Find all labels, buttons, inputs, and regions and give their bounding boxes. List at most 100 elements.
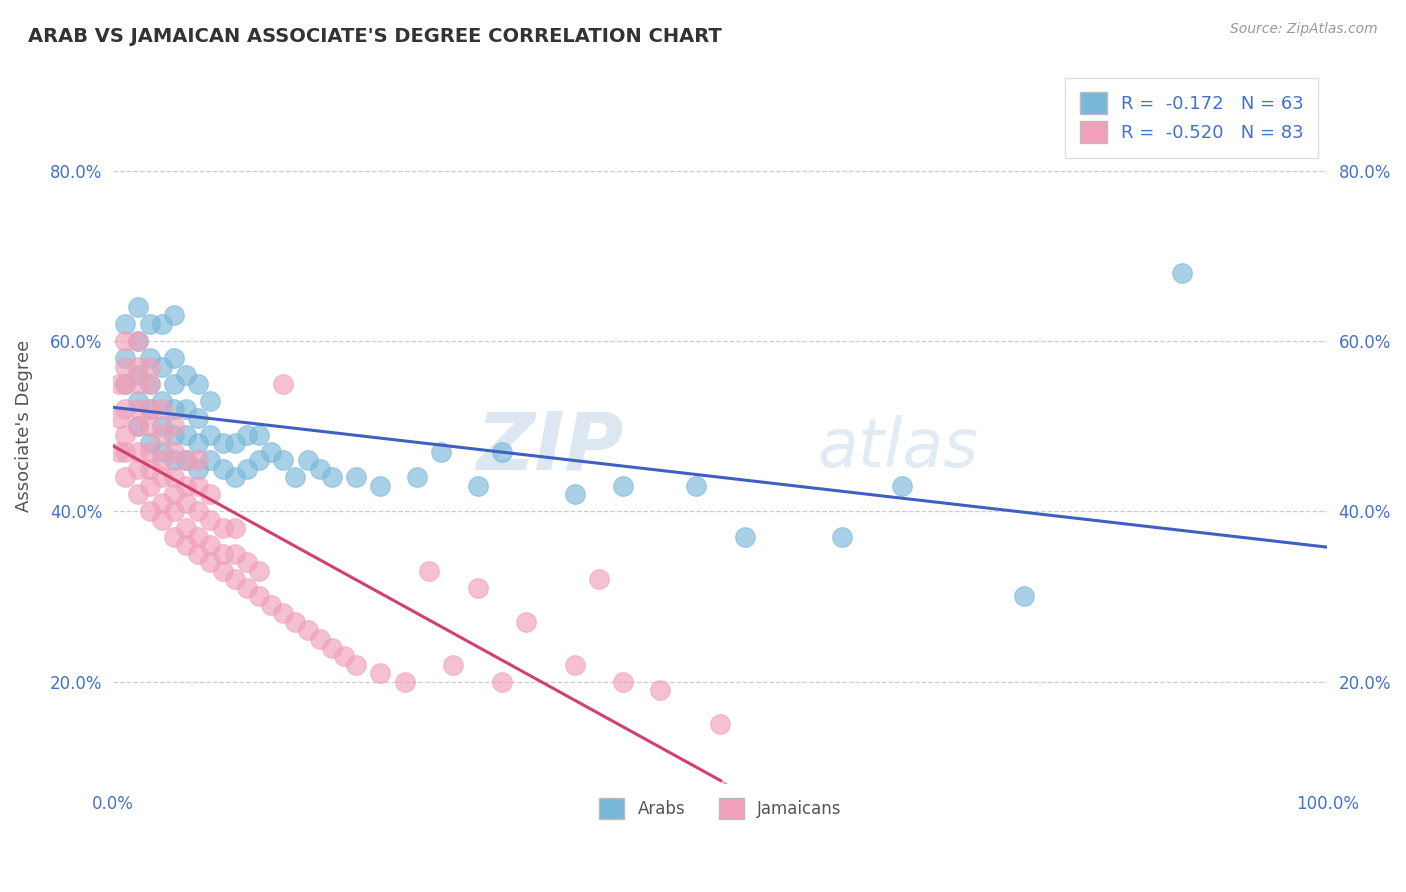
- Point: [224, 521, 246, 535]
- Point: [114, 359, 136, 374]
- Point: [174, 479, 197, 493]
- Point: [163, 376, 186, 391]
- Text: ARAB VS JAMAICAN ASSOCIATE'S DEGREE CORRELATION CHART: ARAB VS JAMAICAN ASSOCIATE'S DEGREE CORR…: [28, 27, 721, 45]
- Point: [163, 470, 186, 484]
- Point: [138, 504, 160, 518]
- Point: [271, 453, 294, 467]
- Point: [114, 402, 136, 417]
- Point: [114, 317, 136, 331]
- Text: Source: ZipAtlas.com: Source: ZipAtlas.com: [1230, 22, 1378, 37]
- Point: [236, 461, 259, 475]
- Point: [685, 479, 707, 493]
- Point: [211, 521, 233, 535]
- Point: [114, 334, 136, 348]
- Point: [114, 470, 136, 484]
- Point: [127, 419, 149, 434]
- Point: [163, 530, 186, 544]
- Point: [127, 359, 149, 374]
- Point: [150, 444, 173, 458]
- Point: [260, 444, 283, 458]
- Point: [588, 573, 610, 587]
- Point: [224, 573, 246, 587]
- Point: [333, 648, 356, 663]
- Point: [224, 436, 246, 450]
- Point: [163, 487, 186, 501]
- Point: [163, 309, 186, 323]
- Legend: Arabs, Jamaicans: Arabs, Jamaicans: [592, 792, 848, 825]
- Point: [247, 427, 270, 442]
- Point: [187, 504, 209, 518]
- Point: [1012, 590, 1035, 604]
- Point: [127, 300, 149, 314]
- Point: [138, 479, 160, 493]
- Point: [236, 581, 259, 595]
- Point: [163, 419, 186, 434]
- Point: [138, 376, 160, 391]
- Point: [491, 444, 513, 458]
- Point: [370, 666, 392, 681]
- Point: [127, 419, 149, 434]
- Point: [127, 487, 149, 501]
- Point: [127, 334, 149, 348]
- Point: [564, 657, 586, 672]
- Point: [200, 555, 222, 569]
- Point: [127, 461, 149, 475]
- Point: [612, 674, 634, 689]
- Point: [163, 504, 186, 518]
- Point: [344, 657, 367, 672]
- Point: [200, 453, 222, 467]
- Point: [271, 607, 294, 621]
- Point: [187, 461, 209, 475]
- Point: [150, 453, 173, 467]
- Point: [211, 461, 233, 475]
- Point: [163, 453, 186, 467]
- Point: [224, 547, 246, 561]
- Point: [321, 470, 343, 484]
- Point: [308, 461, 330, 475]
- Point: [108, 444, 131, 458]
- Point: [150, 496, 173, 510]
- Point: [127, 376, 149, 391]
- Point: [612, 479, 634, 493]
- Point: [150, 419, 173, 434]
- Point: [515, 615, 537, 629]
- Point: [211, 436, 233, 450]
- Point: [648, 683, 671, 698]
- Point: [430, 444, 453, 458]
- Point: [394, 674, 416, 689]
- Point: [1170, 266, 1192, 280]
- Point: [174, 402, 197, 417]
- Point: [114, 376, 136, 391]
- Point: [138, 402, 160, 417]
- Point: [297, 453, 319, 467]
- Point: [174, 538, 197, 552]
- Point: [150, 402, 173, 417]
- Point: [174, 453, 197, 467]
- Point: [344, 470, 367, 484]
- Point: [138, 359, 160, 374]
- Point: [405, 470, 427, 484]
- Point: [114, 376, 136, 391]
- Point: [308, 632, 330, 646]
- Y-axis label: Associate's Degree: Associate's Degree: [15, 340, 32, 512]
- Point: [187, 547, 209, 561]
- Point: [114, 444, 136, 458]
- Point: [163, 402, 186, 417]
- Point: [467, 479, 489, 493]
- Point: [163, 351, 186, 365]
- Point: [150, 393, 173, 408]
- Point: [150, 427, 173, 442]
- Point: [163, 444, 186, 458]
- Point: [138, 317, 160, 331]
- Point: [418, 564, 440, 578]
- Point: [260, 598, 283, 612]
- Point: [138, 444, 160, 458]
- Point: [108, 376, 131, 391]
- Point: [138, 436, 160, 450]
- Point: [236, 555, 259, 569]
- Point: [163, 427, 186, 442]
- Point: [127, 402, 149, 417]
- Point: [200, 427, 222, 442]
- Point: [200, 538, 222, 552]
- Point: [174, 453, 197, 467]
